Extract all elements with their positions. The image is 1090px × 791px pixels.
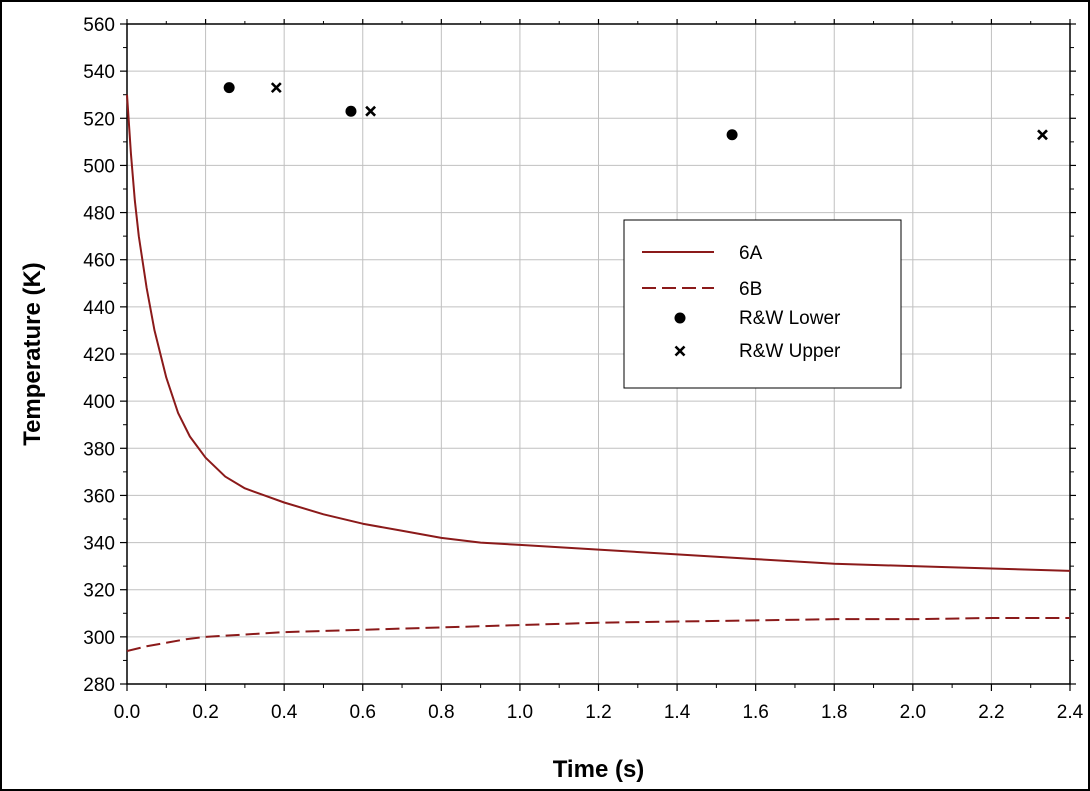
x-tick-label: 0.8 [428, 702, 454, 723]
legend-swatch-circle [674, 312, 686, 324]
data-point-rw-lower [726, 129, 738, 141]
data-point-rw-upper [1037, 129, 1048, 141]
x-tick-label: 2.0 [900, 702, 926, 723]
plot-frame [126, 23, 1071, 685]
x-marker-stroke [1037, 129, 1048, 141]
y-tick-label: 380 [83, 439, 115, 460]
y-tick-label: 400 [83, 392, 115, 413]
x-marker-stroke [365, 105, 377, 117]
y-tick-label: 560 [83, 15, 115, 36]
x-tick-label: 1.2 [585, 702, 611, 723]
x-tick-label: 1.8 [821, 702, 847, 723]
x-tick-label: 1.6 [742, 702, 768, 723]
data-point-rw-lower [345, 105, 357, 117]
x-marker-stroke [674, 345, 686, 357]
y-tick-label: 500 [83, 156, 115, 177]
axis-layer: 0.0 0.2 0.4 0.6 0.8 1.0 1.2 1.4 1.6 1.8 2.0 2.2 2.4 2… [83, 15, 1083, 723]
y-tick-label: 320 [83, 581, 115, 602]
y-tick-label: 300 [83, 628, 115, 649]
x-tick-label: 0.2 [192, 702, 218, 723]
grid-layer [126, 23, 1071, 685]
legend-label: R&W Lower [739, 308, 841, 329]
x-tick-label: 0.4 [271, 702, 298, 723]
y-tick-label: 520 [83, 109, 115, 130]
legend-label: 6A [739, 243, 763, 264]
series-line-6a [126, 94, 1071, 572]
data-point-rw-lower [223, 82, 235, 94]
legend-box [623, 219, 902, 389]
x-axis-title: Time (s) [553, 756, 645, 783]
y-axis-title: Temperature (K) [19, 262, 46, 446]
legend: 6A 6B R&W Lower R&W Upper [623, 219, 902, 389]
data-point-rw-upper [270, 82, 282, 94]
data-point-rw-upper [365, 105, 377, 117]
y-tick-label: 360 [83, 486, 115, 507]
y-tick-label: 480 [83, 204, 115, 225]
x-tick-label: 2.2 [978, 702, 1004, 723]
y-tick-label: 540 [83, 62, 115, 83]
legend-swatch-x [674, 345, 686, 357]
legend-label: 6B [739, 279, 762, 300]
x-marker-stroke [270, 82, 282, 94]
y-tick-label: 460 [83, 251, 115, 272]
y-tick-label: 420 [83, 345, 115, 366]
x-tick-label: 2.4 [1057, 702, 1084, 723]
x-tick-label: 1.0 [507, 702, 533, 723]
x-tick-label: 0.6 [350, 702, 376, 723]
y-tick-label: 440 [83, 298, 115, 319]
y-tick-label: 340 [83, 534, 115, 555]
y-tick-label: 280 [83, 675, 115, 696]
series-layer [126, 82, 1071, 652]
series-line-6b [126, 617, 1070, 652]
x-tick-label: 1.4 [664, 702, 691, 723]
legend-label: R&W Upper [739, 341, 841, 362]
x-tick-label: 0.0 [114, 702, 140, 723]
